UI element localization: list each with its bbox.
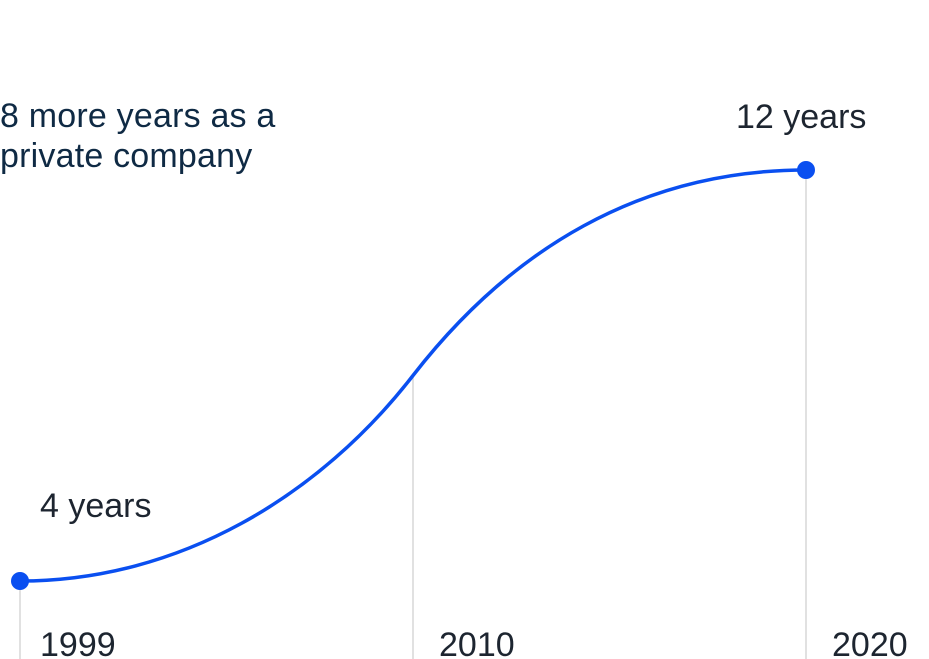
point-label-2020: 12 years [736,98,866,136]
tick-label-2020: 2020 [832,626,908,659]
x-tick-labels: 1999 2010 2020 [40,626,908,659]
tick-label-2010: 2010 [439,626,515,659]
guide-lines [19,170,807,659]
point-labels: 4 years 12 years [40,98,866,525]
marker-2020 [797,161,815,179]
annotation-private-company: 8 more years as a private company [0,97,276,175]
marker-1999 [11,572,29,590]
tick-label-1999: 1999 [40,626,116,659]
point-label-1999: 4 years [40,487,152,525]
series-line [18,168,808,583]
data-markers [11,161,815,590]
